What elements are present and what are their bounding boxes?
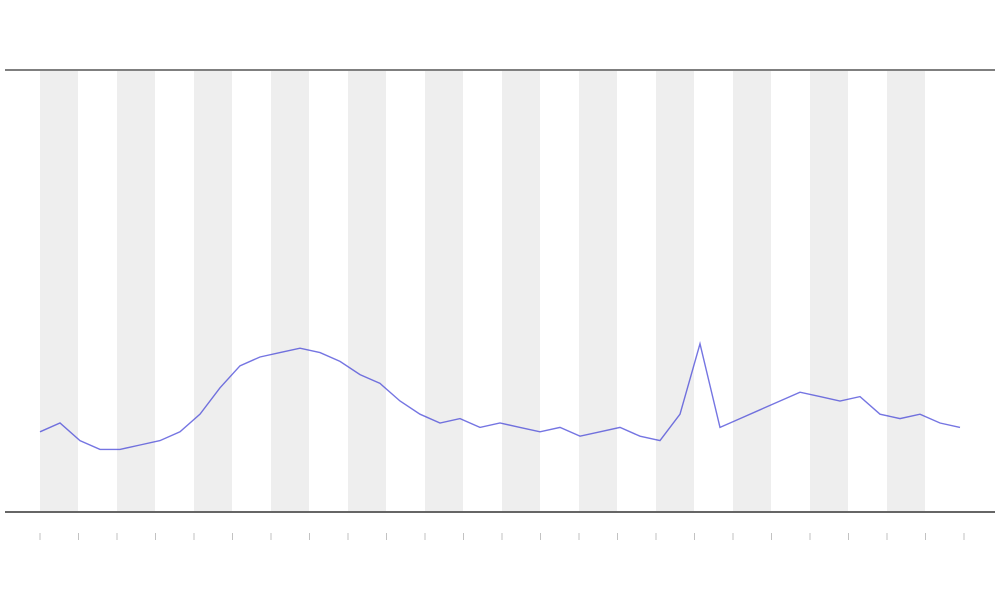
band: [502, 71, 540, 511]
band: [194, 71, 232, 511]
background-bands: [40, 71, 925, 511]
band: [40, 71, 78, 511]
band: [579, 71, 617, 511]
band: [733, 71, 771, 511]
band: [887, 71, 925, 511]
band: [656, 71, 694, 511]
band: [348, 71, 386, 511]
band: [271, 71, 309, 511]
band: [117, 71, 155, 511]
series-line: [39, 341, 961, 451]
band: [810, 71, 848, 511]
band: [425, 71, 463, 511]
